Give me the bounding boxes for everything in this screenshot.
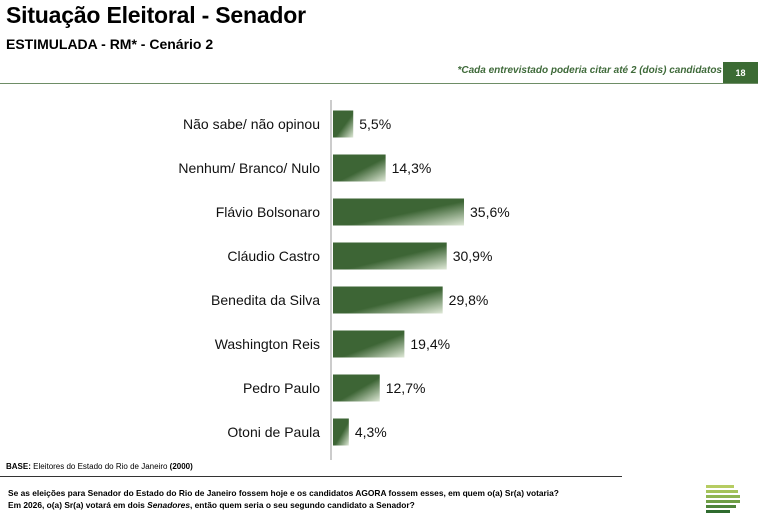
- bar: [333, 374, 380, 402]
- category-label: Otoni de Paula: [227, 424, 320, 440]
- bar: [333, 110, 354, 138]
- data-label: 29,8%: [449, 292, 489, 308]
- data-label: 14,3%: [392, 160, 432, 176]
- bar: [333, 154, 386, 182]
- category-label: Nenhum/ Branco/ Nulo: [178, 160, 320, 176]
- base-note: BASE: Eleitores do Estado do Rio de Jane…: [6, 462, 193, 471]
- bar: [333, 242, 447, 270]
- base-sample-size: (2000): [169, 462, 193, 471]
- bar-chart: Não sabe/ não opinou 5,5% Nenhum/ Branco/ …: [178, 100, 510, 460]
- data-label: 35,6%: [470, 204, 510, 220]
- category-label: Pedro Paulo: [243, 380, 320, 396]
- base-label: BASE:: [6, 462, 31, 471]
- survey-question: Se as eleições para Senador do Estado do…: [8, 487, 559, 511]
- category-label: Flávio Bolsonaro: [216, 204, 320, 220]
- data-label: 4,3%: [355, 424, 387, 440]
- data-label: 12,7%: [386, 380, 426, 396]
- bar: [333, 330, 405, 358]
- page-title: Situação Eleitoral - Senador: [6, 2, 306, 28]
- header-divider: [0, 83, 758, 84]
- category-label: Não sabe/ não opinou: [183, 116, 320, 132]
- bar: [333, 286, 443, 314]
- question-line-2: Em 2026, o(a) Sr(a) votará em dois Senad…: [8, 499, 559, 511]
- data-label: 19,4%: [410, 336, 450, 352]
- data-label: 30,9%: [453, 248, 493, 264]
- footnote-candidates: *Cada entrevistado poderia citar até 2 (…: [457, 65, 722, 76]
- question-line-2-start: Em 2026, o(a) Sr(a) votará em dois: [8, 500, 148, 510]
- question-line-1: Se as eleições para Senador do Estado do…: [8, 488, 559, 498]
- bar: [333, 418, 349, 446]
- data-label: 5,5%: [359, 116, 391, 132]
- page-subtitle: ESTIMULADA - RM* - Cenário 2: [6, 36, 214, 52]
- company-logo-icon: [706, 485, 740, 513]
- footer-divider: [0, 476, 622, 477]
- page-number-badge: 18: [723, 62, 758, 83]
- category-label: Washington Reis: [215, 336, 320, 352]
- question-line-2-emphasis: Senadores: [147, 500, 190, 510]
- category-label: Benedita da Silva: [211, 292, 320, 308]
- question-line-2-end: , então quem seria o seu segundo candida…: [190, 500, 415, 510]
- category-label: Cláudio Castro: [227, 248, 320, 264]
- base-text: Eleitores do Estado do Rio de Janeiro: [33, 462, 168, 471]
- bar: [333, 198, 465, 226]
